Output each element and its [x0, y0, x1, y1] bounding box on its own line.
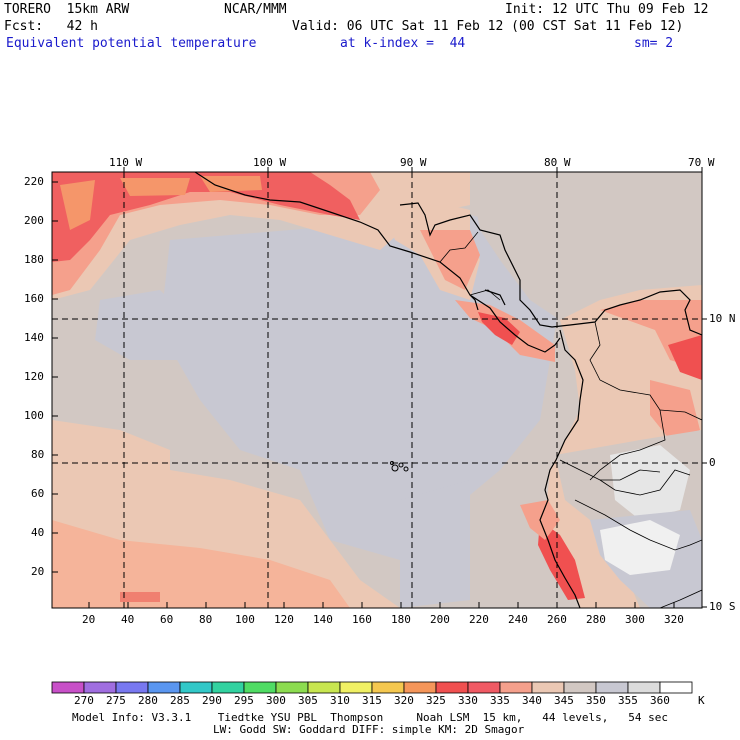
- colorbar-label: 315: [362, 694, 382, 707]
- y-tick-label: 180: [24, 253, 44, 266]
- colorbar-label: 320: [394, 694, 414, 707]
- colorbar-label: 305: [298, 694, 318, 707]
- lat-label-0: 0: [709, 456, 716, 469]
- x-tick-label: 220: [469, 613, 489, 626]
- colorbar-label: 270: [74, 694, 94, 707]
- valid-time: Valid: 06 UTC Sat 11 Feb 12 (00 CST Sat …: [292, 19, 684, 34]
- y-tick-label: 100: [24, 409, 44, 422]
- map-frame: [51, 171, 703, 609]
- x-tick-label: 100: [235, 613, 255, 626]
- field-name: Equivalent potential temperature: [6, 36, 257, 51]
- organization: NCAR/MMM: [224, 2, 287, 17]
- lon-label-90w: 90 W: [400, 156, 427, 169]
- x-tick-label: 160: [352, 613, 372, 626]
- x-tick-label: 280: [586, 613, 606, 626]
- lon-label-100w: 100 W: [253, 156, 287, 169]
- left-tick-marks: [52, 181, 58, 573]
- colorbar-label: 295: [234, 694, 254, 707]
- colorbar-label: 350: [586, 694, 606, 707]
- x-tick-label: 20: [82, 613, 96, 626]
- init-time: Init: 12 UTC Thu 09 Feb 12: [505, 2, 709, 17]
- colorbar-label: 345: [554, 694, 574, 707]
- colorbar-label: 335: [490, 694, 510, 707]
- y-tick-label: 120: [24, 370, 44, 383]
- colorbar-label: 330: [458, 694, 478, 707]
- model-info-line1: Model Info: V3.3.1 Tiedtke YSU PBL Thomp…: [72, 711, 669, 724]
- colorbar-unit: K: [698, 694, 705, 707]
- lon-label-110w: 110 W: [109, 156, 143, 169]
- x-tick-label: 260: [547, 613, 567, 626]
- top-tick-marks: [123, 167, 703, 172]
- x-tick-label: 80: [199, 613, 213, 626]
- smoothing: sm= 2: [634, 36, 674, 51]
- x-tick-label: 320: [664, 613, 684, 626]
- lat-label-10s: 10 S: [709, 600, 736, 613]
- y-tick-label: 160: [24, 292, 44, 305]
- y-tick-label: 200: [24, 214, 44, 227]
- bottom-tick-marks: [88, 602, 675, 608]
- colorbar-label: 340: [522, 694, 542, 707]
- colorbar-label: 310: [330, 694, 350, 707]
- x-tick-label: 60: [160, 613, 174, 626]
- forecast-hour: Fcst: 42 h: [4, 19, 98, 34]
- model-info-line2: LW: Godd SW: Goddard DIFF: simple KM: 2D…: [213, 723, 525, 736]
- colorbar-label: 285: [170, 694, 190, 707]
- colorbar-label: 275: [106, 694, 126, 707]
- country-borders: [439, 231, 702, 608]
- colorbar-label: 280: [138, 694, 158, 707]
- colorbar-label: 325: [426, 694, 446, 707]
- x-tick-label: 200: [430, 613, 450, 626]
- x-tick-label: 300: [625, 613, 645, 626]
- lon-label-80w: 80 W: [544, 156, 571, 169]
- y-tick-label: 60: [31, 487, 45, 500]
- y-tick-label: 220: [24, 175, 44, 188]
- right-tick-marks: [702, 318, 707, 608]
- model-name: TORERO 15km ARW: [4, 2, 130, 17]
- lat-lon-gridlines: [52, 172, 702, 608]
- y-tick-label: 40: [31, 526, 45, 539]
- level-index: at k-index = 44: [340, 36, 466, 51]
- lon-label-70w: 70 W: [688, 156, 715, 169]
- colorbar-label: 360: [650, 694, 670, 707]
- colorbar-label: 355: [618, 694, 638, 707]
- x-tick-label: 120: [274, 613, 294, 626]
- lat-label-10n: 10 N: [709, 312, 736, 325]
- y-tick-label: 140: [24, 331, 44, 344]
- y-tick-label: 80: [31, 448, 45, 461]
- x-tick-label: 40: [121, 613, 135, 626]
- x-tick-label: 140: [313, 613, 333, 626]
- y-tick-label: 20: [31, 565, 45, 578]
- map-field: [52, 172, 702, 608]
- colorbar-label: 300: [266, 694, 286, 707]
- x-tick-label: 180: [391, 613, 411, 626]
- x-tick-label: 240: [508, 613, 528, 626]
- colorbar-label: 290: [202, 694, 222, 707]
